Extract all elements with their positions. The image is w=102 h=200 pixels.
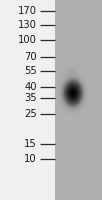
Text: 40: 40 — [24, 82, 37, 92]
Text: 10: 10 — [24, 154, 37, 164]
Text: 100: 100 — [18, 35, 37, 45]
Text: 25: 25 — [24, 109, 37, 119]
Text: 55: 55 — [24, 66, 37, 76]
Text: 15: 15 — [24, 139, 37, 149]
Text: 70: 70 — [24, 52, 37, 62]
Text: 130: 130 — [18, 20, 37, 30]
Text: 170: 170 — [18, 6, 37, 16]
Text: 35: 35 — [24, 93, 37, 103]
Bar — [0, 0, 55, 200]
